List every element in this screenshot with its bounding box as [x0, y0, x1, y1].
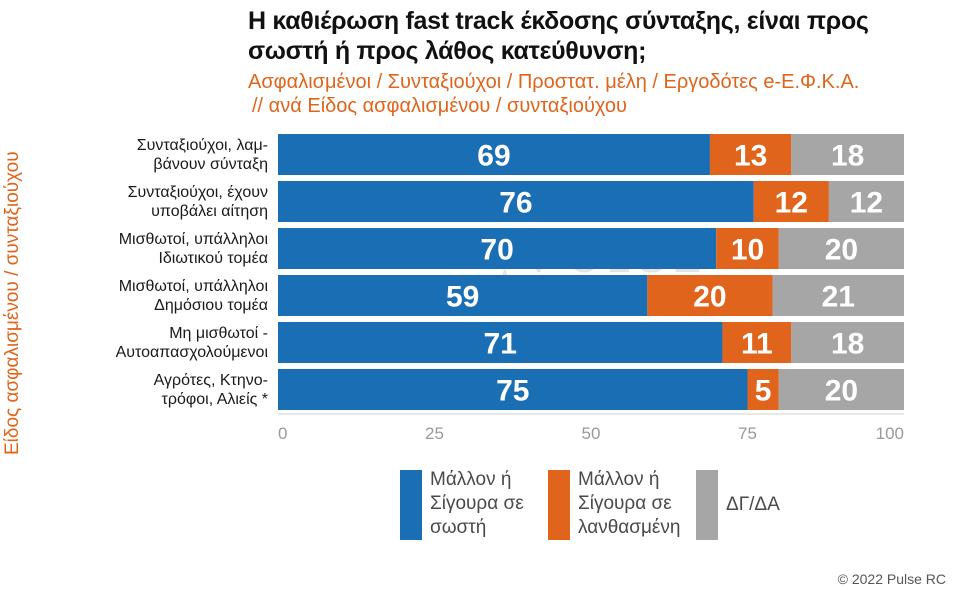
- data-label-dk-3: 20: [825, 234, 858, 267]
- bar-segment-correct-1: [278, 134, 710, 175]
- legend-label-dk: ΔΓ/ΔΑ: [726, 493, 876, 517]
- legend-label-line: Μάλλον ή: [578, 469, 660, 490]
- data-label-wrong-3: 10: [731, 234, 764, 267]
- legend-swatch-correct: [400, 470, 422, 540]
- bar-segment-wrong-5: [722, 322, 792, 363]
- data-label-correct-6: 75: [496, 375, 529, 408]
- category-label-3: Μισθωτοί, υπάλληλοι Ιδιωτικού τομέα: [119, 231, 269, 267]
- data-label-wrong-4: 20: [693, 281, 726, 314]
- legend-swatch-dk: [696, 470, 718, 540]
- legend-label-line: ΔΓ/ΔΑ: [726, 494, 780, 515]
- legend-label-wrong: Μάλλον ή Σίγουρα σε λανθασμένη: [578, 468, 728, 540]
- x-axis: 0 25 50 75 100: [278, 413, 904, 443]
- data-label-correct-2: 76: [499, 187, 532, 220]
- data-label-dk-4: 21: [822, 281, 855, 314]
- bar-segment-wrong-2: [753, 181, 829, 222]
- category-label-2: Συνταξιούχοι, έχουν υποβάλει αίτηση: [128, 184, 268, 220]
- category-label-5: Μη μισθωτοί -Αυτοαπασχολούμενοι: [116, 325, 269, 361]
- bar-segment-correct-6: [278, 369, 748, 410]
- data-label-dk-5: 18: [831, 328, 864, 361]
- category-labels: Συνταξιούχοι, λαμ-βάνουν σύνταξη Συνταξιο…: [116, 137, 269, 408]
- copyright-notice: © 2022 Pulse RC: [837, 571, 946, 587]
- bar-segment-dk-3: [778, 228, 904, 269]
- bar-segment-correct-4: [278, 275, 648, 316]
- data-label-dk-1: 18: [831, 140, 864, 173]
- bar-segment-dk-2: [828, 181, 904, 222]
- bar-segment-wrong-1: [709, 134, 792, 175]
- bar-segment-dk-5: [791, 322, 904, 363]
- x-tick-label-50: 50: [582, 424, 601, 443]
- data-label-correct-3: 70: [480, 234, 513, 267]
- chart-subtitle: Ασφαλισμένοι / Συνταξιούχοι / Προστατ. μ…: [248, 70, 928, 118]
- legend-label-line: Σίγουρα σε: [578, 493, 672, 514]
- data-label-dk-2: 12: [850, 187, 883, 220]
- legend-label-line: σωστή: [430, 517, 487, 538]
- x-tick-label-25: 25: [425, 424, 444, 443]
- data-label-wrong-5: 11: [741, 328, 773, 361]
- data-label-wrong-1: 13: [734, 140, 767, 173]
- bar-segment-dk-4: [772, 275, 904, 316]
- category-label-6: Αγρότες, Κτηνο-τρόφοι, Αλιείς *: [154, 372, 268, 408]
- data-label-correct-5: 71: [484, 328, 517, 361]
- bar-segment-wrong-4: [647, 275, 773, 316]
- bar-segment-wrong-6: [747, 369, 779, 410]
- bar-segment-wrong-3: [716, 228, 779, 269]
- data-label-dk-6: 20: [825, 375, 858, 408]
- category-label-1: Συνταξιούχοι, λαμ-βάνουν σύνταξη: [137, 137, 268, 173]
- x-tick-label-0: 0: [278, 424, 287, 443]
- legend-swatch-wrong: [548, 470, 570, 540]
- legend-label-line: λανθασμένη: [578, 517, 681, 538]
- bar-segment-dk-6: [778, 369, 904, 410]
- x-tick-label-75: 75: [738, 424, 757, 443]
- chart-title: Η καθιέρωση fast track έκδοσης σύνταξης,…: [248, 7, 869, 65]
- bar-segment-correct-3: [278, 228, 717, 269]
- bar-segment-dk-1: [791, 134, 904, 175]
- bar-segment-correct-5: [278, 322, 723, 363]
- x-tick-label-100: 100: [876, 424, 904, 443]
- subtitle-line-1: Ασφαλισμένοι / Συνταξιούχοι / Προστατ. μ…: [248, 71, 860, 93]
- data-label-correct-1: 69: [477, 140, 510, 173]
- subtitle-line-2: // ανά Είδος ασφαλισμένου / συνταξιούχου: [252, 95, 627, 117]
- legend-label-correct: Μάλλον ή Σίγουρα σε σωστή: [430, 468, 580, 540]
- category-label-4: Μισθωτοί, υπάλληλοι Δημόσιου τομέα: [119, 278, 269, 314]
- data-label-wrong-6: 5: [755, 375, 772, 408]
- data-label-correct-4: 59: [446, 281, 479, 314]
- data-label-wrong-2: 12: [775, 187, 808, 220]
- legend-label-line: Σίγουρα σε: [430, 493, 524, 514]
- bar-segment-correct-2: [278, 181, 754, 222]
- stacked-bar-chart: PULSE 6913187612127010205920217111187552…: [116, 134, 904, 443]
- legend-label-line: Μάλλον ή: [430, 469, 512, 490]
